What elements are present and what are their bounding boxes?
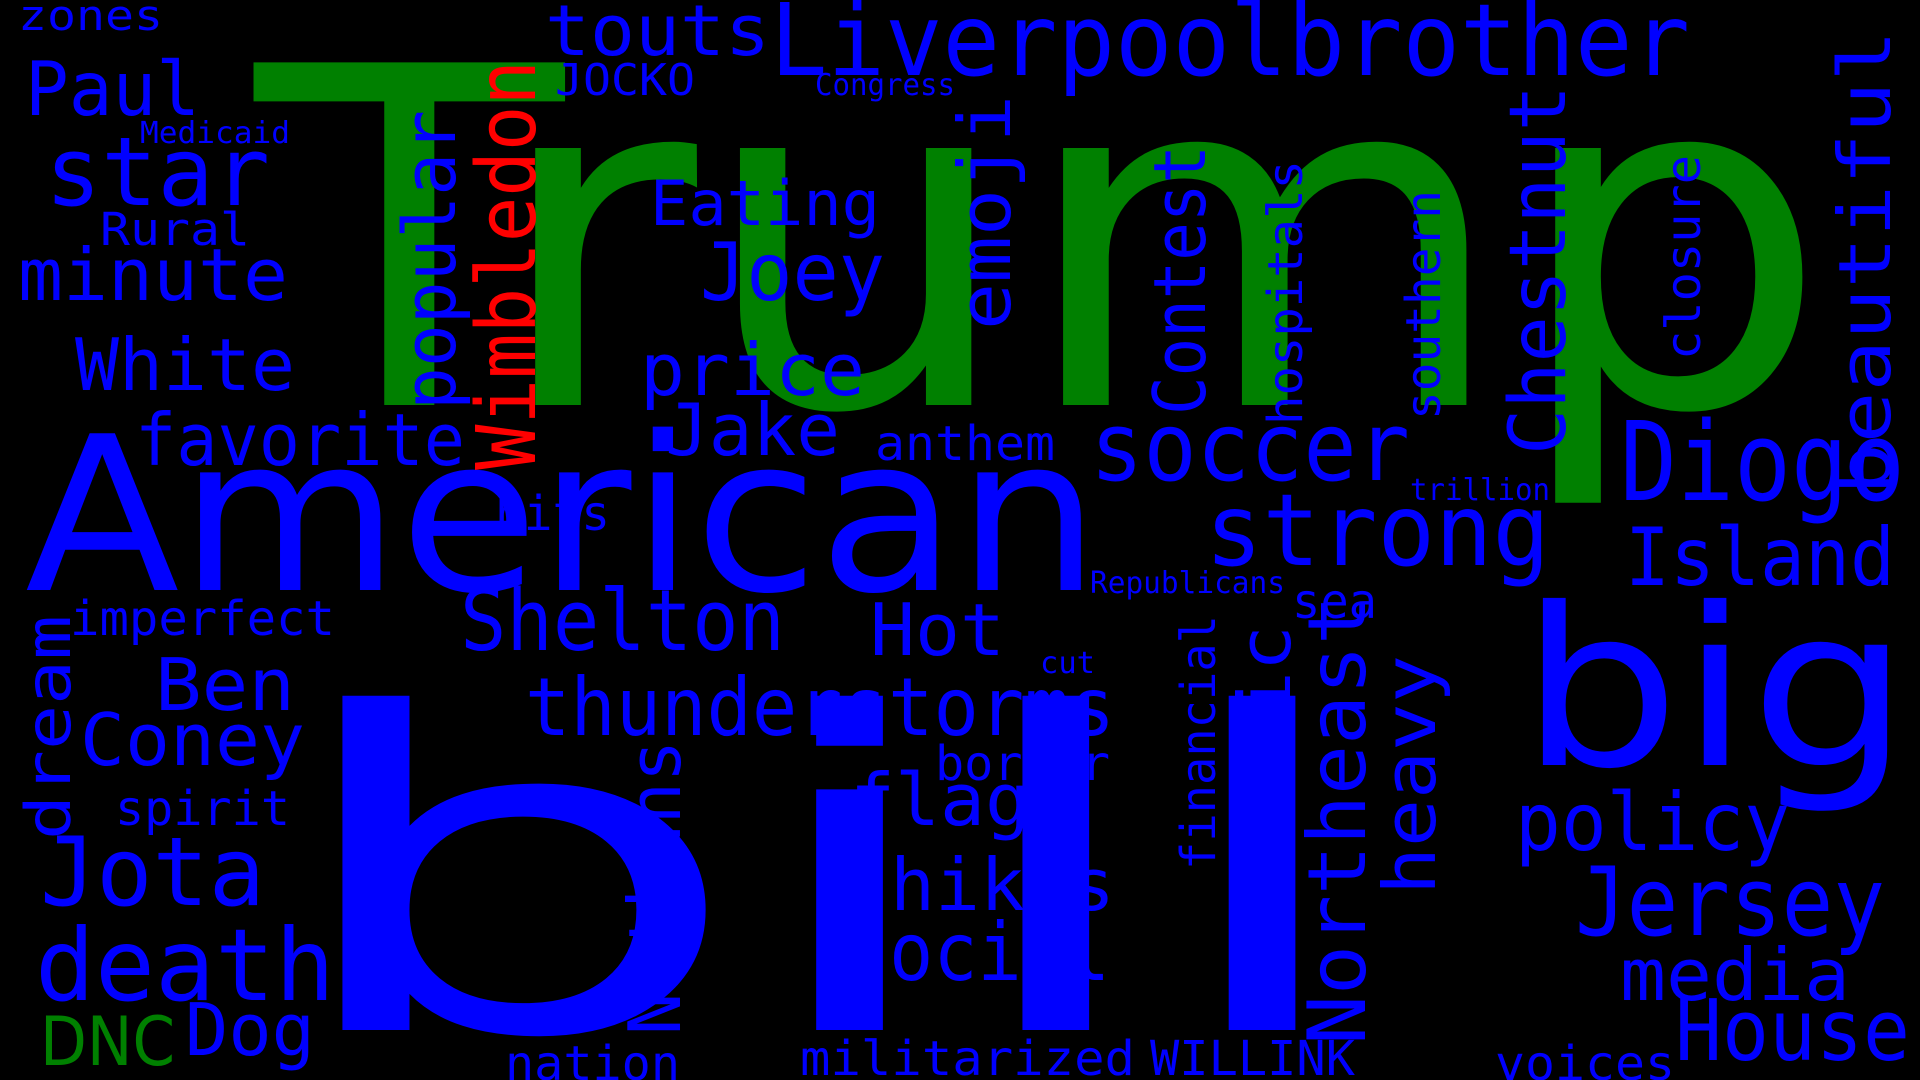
word-coney: Coney: [80, 698, 305, 782]
word-media: media: [1620, 933, 1850, 1017]
word-jocko: JOCKO: [555, 55, 695, 106]
word-big: big: [1520, 561, 1910, 817]
word-hits: hits: [495, 486, 610, 542]
word-shelton: Shelton: [460, 572, 785, 671]
word-nathans: Nathans: [613, 740, 697, 1035]
word-cut: cut: [1040, 646, 1095, 681]
word-ben: Ben: [155, 643, 295, 727]
word-minute: minute: [18, 233, 288, 317]
word-hot: Hot: [870, 588, 1005, 672]
word-popular: popular: [388, 110, 472, 410]
word-flag: flag: [850, 758, 1030, 842]
word-beautiful: beautiful: [1823, 30, 1907, 495]
word-domestic: domestic: [1223, 625, 1307, 995]
word-soccer: soccer: [1090, 393, 1410, 503]
word-congress: Congress: [815, 68, 955, 103]
word-financial: financial: [1171, 615, 1227, 870]
word-contest: Contest: [1138, 145, 1222, 415]
word-wimbledon: Wimbledon: [460, 60, 555, 470]
word-price: price: [640, 328, 865, 412]
word-dream: dream: [12, 615, 85, 840]
word-hospitals: hospitals: [1258, 160, 1314, 425]
word-joey: Joey: [700, 226, 885, 319]
word-social: social: [845, 906, 1110, 999]
word-chestnut: Chestnut: [1494, 85, 1584, 455]
word-republicans: Republicans: [1090, 566, 1285, 601]
word-sea: sea: [1292, 574, 1377, 630]
word-jersey: Jersey: [1575, 848, 1885, 958]
word-diogo: Diogo: [1620, 398, 1905, 526]
word-closure: closure: [1656, 155, 1712, 360]
word-imperfect: imperfect: [70, 591, 335, 647]
word-favorite: favorite: [135, 398, 465, 482]
word-house: House: [1675, 982, 1910, 1080]
word-bill: bill: [275, 622, 1365, 1080]
word-border: border: [935, 736, 1110, 792]
word-jake: Jake: [665, 388, 840, 472]
word-policy: policy: [1515, 776, 1790, 869]
word-trillion: trillion: [1410, 473, 1550, 508]
word-paul: Paul: [25, 45, 200, 133]
word-death: death: [35, 907, 335, 1024]
word-strong: strong: [1205, 472, 1550, 589]
word-dnc: DNC: [40, 1003, 175, 1080]
word-liverpoolbrother: Liverpoolbrother: [770, 0, 1690, 99]
word-anthem: anthem: [875, 416, 1055, 472]
word-eating: Eating: [650, 167, 880, 240]
word-voices: voices: [1495, 1036, 1675, 1080]
word-southern: southern: [1396, 190, 1452, 420]
word-militarized: militarized: [800, 1031, 1135, 1080]
word-rural: Rural: [100, 203, 250, 256]
word-jota: Jota: [40, 818, 265, 928]
word-nation: nation: [505, 1036, 680, 1080]
word-american: American: [25, 390, 1100, 641]
word-island: Island: [1625, 511, 1895, 604]
word-heavy: heavy: [1368, 655, 1452, 895]
word-willink: WILLINK: [1150, 1031, 1355, 1080]
word-zones: zones: [18, 0, 163, 40]
word-touts: touts: [545, 0, 770, 72]
word-emoji: emoji: [943, 95, 1027, 330]
word-white: White: [75, 323, 295, 407]
word-dog: Dog: [185, 988, 315, 1072]
word-thunderstorms: thunderstorms: [525, 661, 1115, 754]
word-star: star: [45, 118, 270, 228]
word-trump: Trump: [247, 0, 1830, 516]
word-medicaid: Medicaid: [140, 116, 290, 151]
word-northeast: Northeast: [1291, 595, 1384, 1045]
word-spirit: spirit: [115, 781, 290, 837]
word-hikes: hikes: [890, 843, 1115, 927]
